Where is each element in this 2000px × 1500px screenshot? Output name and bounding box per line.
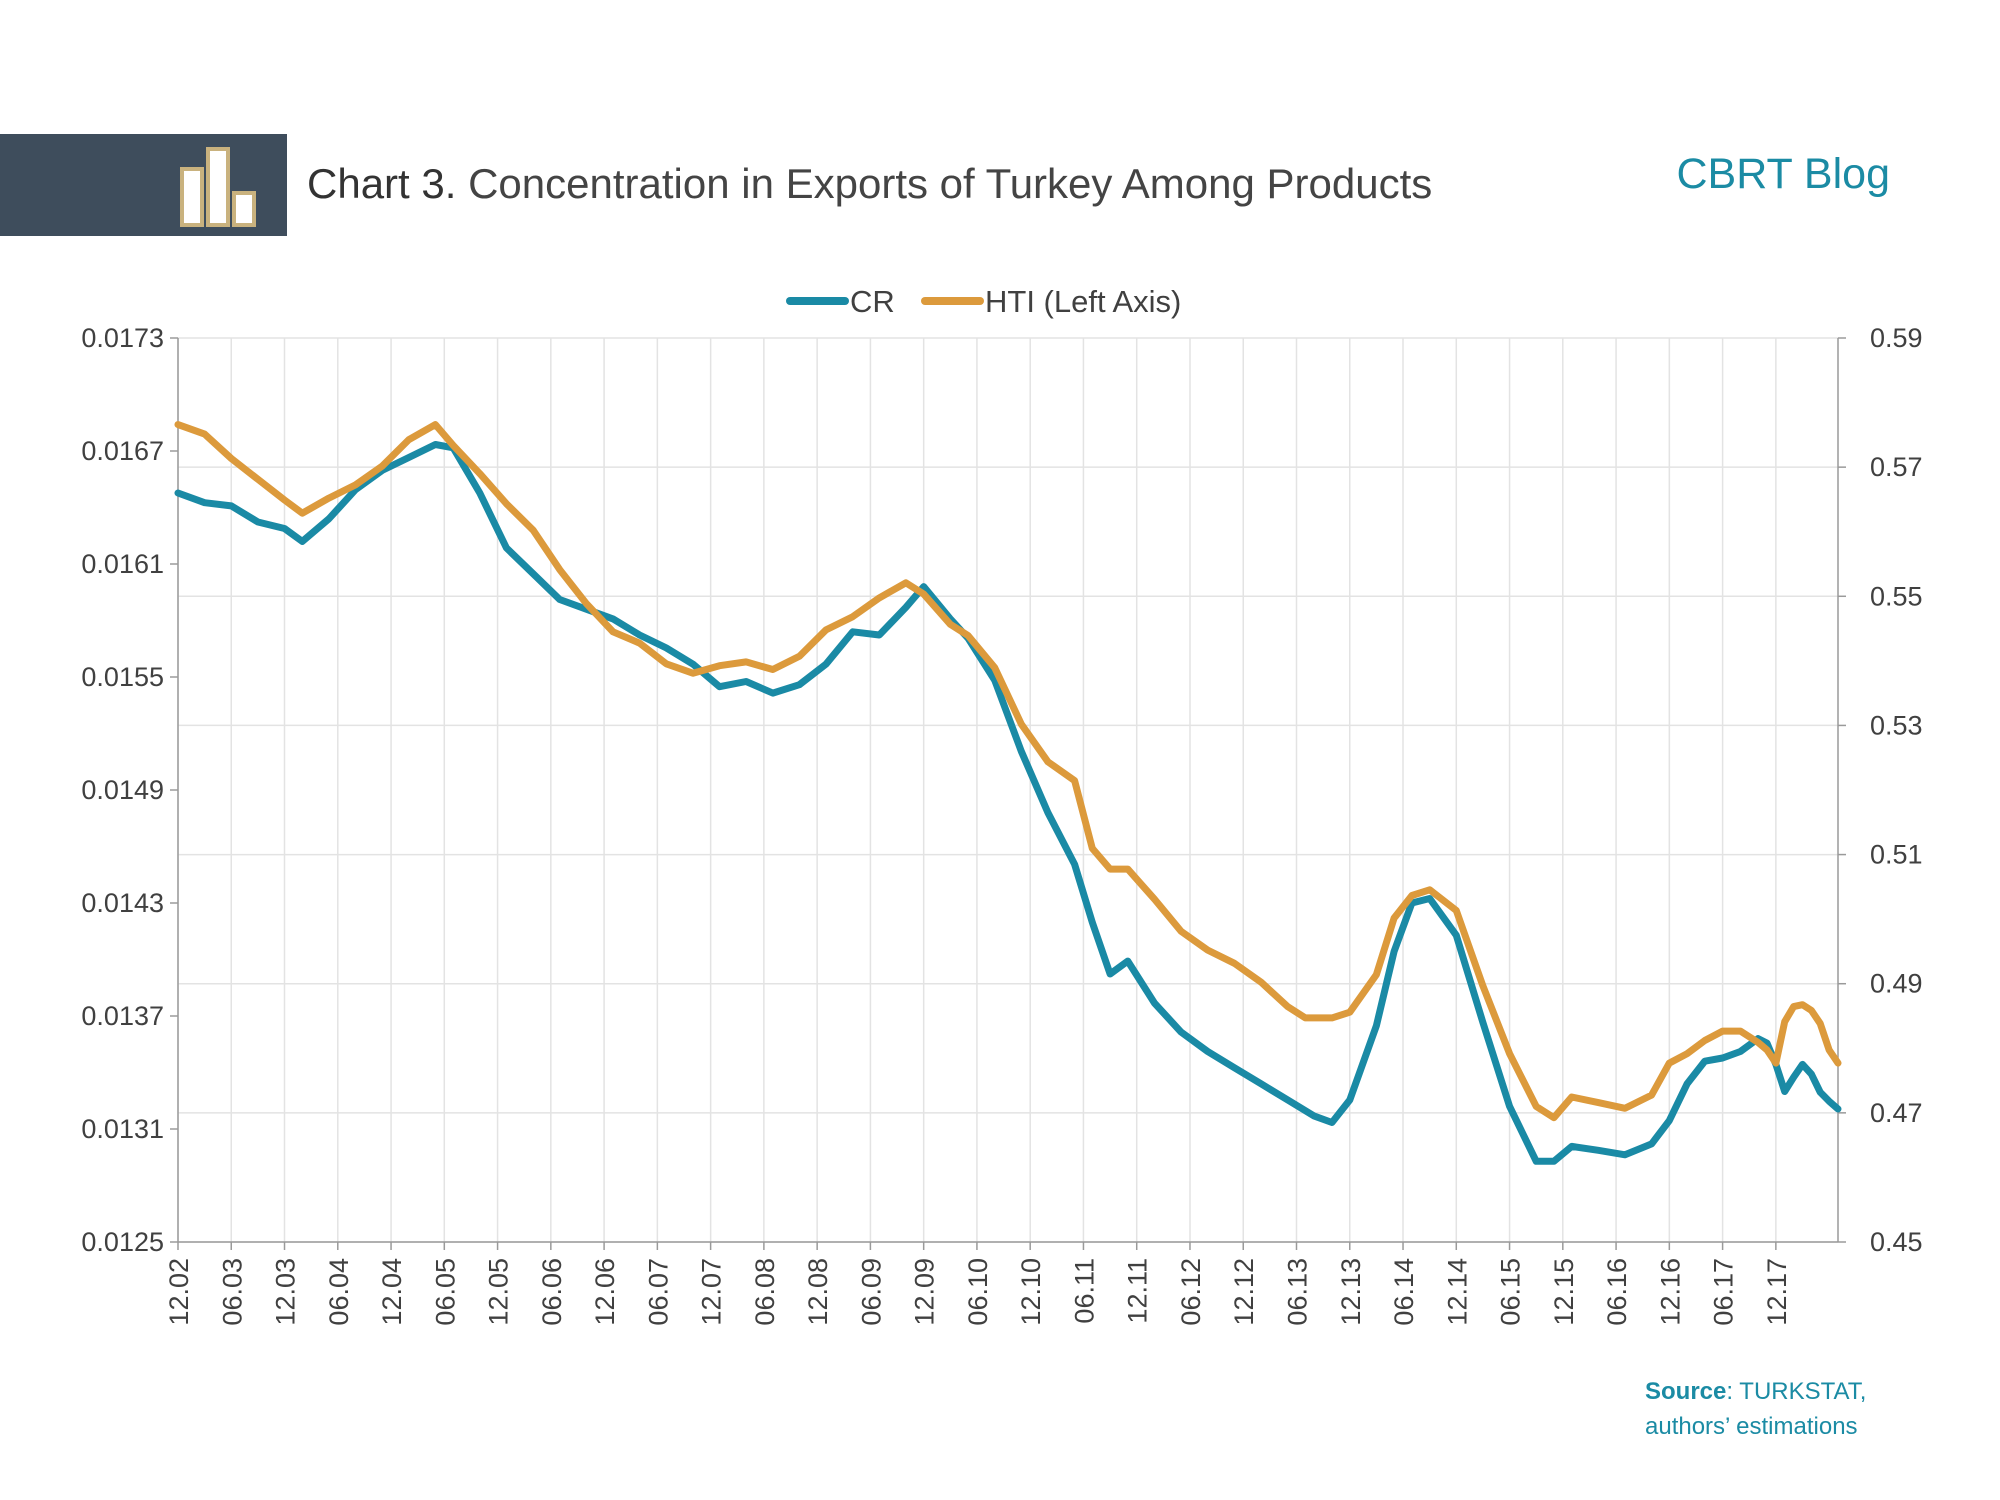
left-tick-label: 0.0161 <box>81 549 164 579</box>
legend-label: CR <box>850 284 895 319</box>
source-text: : TURKSTAT, <box>1726 1378 1867 1405</box>
x-tick-label: 06.05 <box>430 1258 460 1326</box>
x-tick-label: 06.10 <box>963 1258 993 1326</box>
x-tick-label: 06.15 <box>1496 1258 1526 1326</box>
x-tick-label: 12.13 <box>1336 1258 1366 1326</box>
source-note: Source: TURKSTAT, authors’ estimations <box>1645 1374 1866 1444</box>
x-tick-label: 06.11 <box>1069 1258 1099 1324</box>
x-tick-label: 12.11 <box>1123 1258 1153 1324</box>
blog-name: CBRT Blog <box>1676 150 1890 198</box>
left-tick-label: 0.0149 <box>81 775 164 805</box>
series-line-hti <box>174 421 1842 1122</box>
x-tick-label: 06.07 <box>643 1258 673 1326</box>
x-tick-label: 06.16 <box>1602 1258 1632 1326</box>
right-tick-label: 0.53 <box>1870 710 1923 740</box>
x-tick-label: 12.04 <box>377 1258 407 1326</box>
x-axis-ticks: 12.02 06.03 12.03 06.04 12.04 06.05 12.05 06.06… <box>164 1242 1792 1326</box>
x-tick-label: 06.09 <box>856 1258 886 1326</box>
left-tick-label: 0.0167 <box>81 436 164 466</box>
left-tick-label: 0.0131 <box>81 1114 164 1144</box>
chart-title-prefix: Chart 3. <box>307 160 457 207</box>
x-tick-label: 06.06 <box>537 1258 567 1326</box>
x-tick-label: 12.07 <box>697 1258 727 1326</box>
legend-label: HTI (Left Axis) <box>985 284 1181 319</box>
x-tick-label: 06.17 <box>1709 1258 1739 1326</box>
left-tick-label: 0.0143 <box>81 888 164 918</box>
x-tick-label: 12.10 <box>1016 1258 1046 1326</box>
x-tick-label: 06.08 <box>750 1258 780 1326</box>
chart-title: Chart 3. Concentration in Exports of Tur… <box>307 160 1432 208</box>
x-tick-label: 12.14 <box>1442 1258 1472 1326</box>
x-tick-label: 06.03 <box>217 1258 247 1326</box>
right-tick-label: 0.45 <box>1870 1227 1923 1257</box>
right-tick-label: 0.51 <box>1870 840 1923 870</box>
left-tick-label: 0.0125 <box>81 1227 164 1257</box>
x-tick-label: 06.13 <box>1283 1258 1313 1326</box>
right-tick-label: 0.55 <box>1870 581 1923 611</box>
grid <box>177 337 1839 1243</box>
left-tick-label: 0.0137 <box>81 1001 164 1031</box>
x-tick-label: 12.05 <box>484 1258 514 1326</box>
left-axis-ticks: 0.0173 0.0167 0.0161 0.0155 0.0149 0.0143 0.01… <box>81 323 178 1257</box>
x-tick-label: 06.14 <box>1389 1258 1419 1326</box>
legend: CR HTI (Left Axis) <box>786 284 1181 319</box>
x-tick-label: 12.15 <box>1549 1258 1579 1326</box>
right-tick-label: 0.49 <box>1870 969 1923 999</box>
x-tick-label: 12.09 <box>910 1258 940 1326</box>
x-tick-label: 12.12 <box>1229 1258 1259 1326</box>
x-tick-label: 12.16 <box>1655 1258 1685 1326</box>
bar-chart-icon <box>180 147 256 227</box>
series-lines <box>174 421 1842 1165</box>
left-tick-label: 0.0155 <box>81 662 164 692</box>
x-tick-label: 12.17 <box>1762 1258 1792 1326</box>
series-line-cr <box>174 441 1842 1165</box>
x-tick-label: 12.06 <box>590 1258 620 1326</box>
chart-title-text: Concentration in Exports of Turkey Among… <box>468 160 1433 207</box>
right-tick-label: 0.59 <box>1870 323 1923 353</box>
right-axis-ticks: 0.59 0.57 0.55 0.53 0.51 0.49 0.47 0.45 <box>1838 323 1923 1257</box>
x-tick-label: 12.02 <box>164 1258 194 1326</box>
right-tick-label: 0.47 <box>1870 1098 1923 1128</box>
x-tick-label: 06.04 <box>324 1258 354 1326</box>
x-tick-label: 06.12 <box>1176 1258 1206 1326</box>
right-tick-label: 0.57 <box>1870 452 1923 482</box>
left-tick-label: 0.0173 <box>81 323 164 353</box>
x-tick-label: 12.08 <box>803 1258 833 1326</box>
source-label: Source <box>1645 1378 1727 1405</box>
source-text-2: authors’ estimations <box>1645 1413 1858 1440</box>
x-tick-label: 12.03 <box>271 1258 301 1326</box>
